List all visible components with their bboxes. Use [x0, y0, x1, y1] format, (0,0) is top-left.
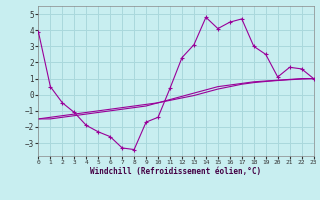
X-axis label: Windchill (Refroidissement éolien,°C): Windchill (Refroidissement éolien,°C) — [91, 167, 261, 176]
